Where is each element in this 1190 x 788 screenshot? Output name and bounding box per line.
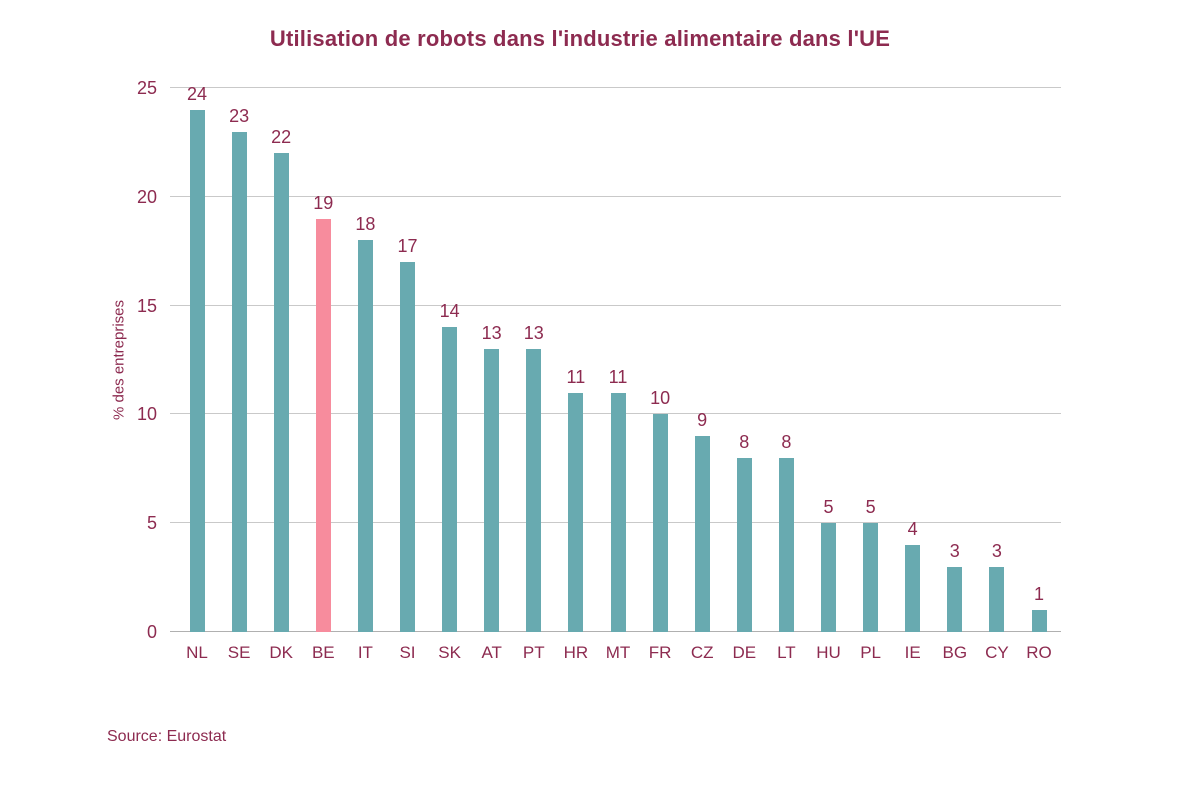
x-tick-label-HR: HR: [563, 643, 589, 662]
bar-IT: [357, 240, 373, 632]
x-tick-label-DE: DE: [732, 643, 757, 662]
bar-CZ: [694, 436, 710, 632]
bar-value-label-DK: 22: [271, 127, 292, 148]
bar-value-label-CZ: 9: [697, 410, 708, 431]
bar-value-label-NL: 24: [186, 83, 208, 104]
bar-value-label-AT: 13: [481, 323, 502, 344]
gridline-20: [170, 195, 1061, 197]
x-tick-label-CY: CY: [985, 643, 1009, 662]
bar-BE: [315, 218, 331, 632]
bar-value-label-PT: 13: [523, 323, 544, 344]
x-tick-label-SE: SE: [227, 643, 251, 662]
bar-SI: [400, 262, 415, 632]
x-axis-labels: NL SE DK BE IT SI SK AT PT HR MT FR CZ DE LT HU PL IE BG CY…: [170, 643, 1061, 667]
bar-value-label-LT: 8: [781, 431, 792, 452]
y-axis-ticks: 0 5 10 15 20 25: [0, 79, 157, 641]
bar-value-label-BG: 3: [949, 540, 960, 561]
bar-value-label-FR: 10: [650, 388, 671, 409]
bar-value-label-BE: 19: [313, 192, 334, 213]
y-tick-label-20: 20: [136, 186, 157, 207]
x-tick-label-BE: BE: [311, 643, 335, 662]
bar-value-label-CY: 3: [991, 540, 1002, 561]
x-tick-label-FR: FR: [648, 643, 672, 662]
bar-MT: [610, 392, 626, 632]
bar-BG: [947, 566, 963, 632]
x-tick-label-SI: SI: [399, 643, 416, 662]
bar-SK: [442, 327, 458, 632]
bar-IE: [905, 544, 921, 632]
bar-NL: [189, 109, 205, 632]
bar-RO: [1031, 610, 1047, 632]
y-tick-label-25: 25: [136, 78, 157, 98]
x-tick-label-RO: RO: [1026, 643, 1052, 662]
x-tick-label-DK: DK: [269, 643, 293, 662]
chart-title: Utilisation de robots dans l'industrie a…: [269, 26, 891, 51]
x-tick-label-IT: IT: [357, 643, 373, 662]
bar-value-label-RO: 1: [1033, 584, 1044, 605]
bar-value-label-MT: 11: [608, 366, 628, 387]
bar-LT: [778, 457, 794, 632]
bar-value-label-IE: 4: [907, 518, 918, 539]
bar-value-label-DE: 8: [739, 431, 750, 452]
y-tick-label-15: 15: [136, 295, 157, 316]
bar-DK: [273, 153, 289, 632]
x-tick-label-BG: BG: [942, 643, 968, 662]
x-tick-label-PT: PT: [522, 643, 545, 662]
y-tick-label-10: 10: [136, 404, 157, 425]
bar-DE: [736, 457, 752, 632]
bar-PL: [863, 523, 879, 632]
x-tick-label-AT: AT: [481, 643, 502, 662]
bar-value-label-SK: 14: [439, 301, 460, 322]
bar-value-label-SE: 23: [229, 105, 250, 126]
x-tick-label-HU: HU: [816, 643, 841, 662]
bar-AT: [484, 349, 500, 632]
bar-value-label-HR: 11: [566, 366, 586, 387]
gridline-25: [170, 87, 1061, 88]
gridline-15: [170, 304, 1061, 306]
x-tick-label-NL: NL: [186, 643, 208, 662]
y-tick-label-5: 5: [146, 513, 157, 534]
x-tick-label-IE: IE: [904, 643, 921, 662]
bar-value-label-PL: 5: [865, 497, 876, 518]
plot-area: 24 23 22 19 18 17 14 13 13 11 11 10 9 8 8 5 5 4 3 3 1: [170, 83, 1061, 632]
bar-HR: [568, 392, 584, 632]
bar-PT: [526, 349, 542, 632]
source-text: Source: Eurostat: [107, 728, 227, 745]
bar-value-label-SI: 17: [397, 236, 418, 257]
x-tick-label-PL: PL: [860, 643, 881, 662]
x-tick-label-CZ: CZ: [690, 643, 714, 662]
bar-HU: [821, 523, 836, 632]
bar-value-label-IT: 18: [355, 214, 376, 235]
bar-SE: [231, 131, 247, 632]
x-tick-label-SK: SK: [438, 643, 461, 662]
bar-FR: [652, 414, 668, 632]
y-tick-label-0: 0: [146, 622, 157, 642]
bar-CY: [989, 566, 1005, 632]
bar-value-label-HU: 5: [823, 497, 834, 518]
x-tick-label-LT: LT: [777, 643, 796, 662]
x-tick-label-MT: MT: [605, 643, 631, 662]
